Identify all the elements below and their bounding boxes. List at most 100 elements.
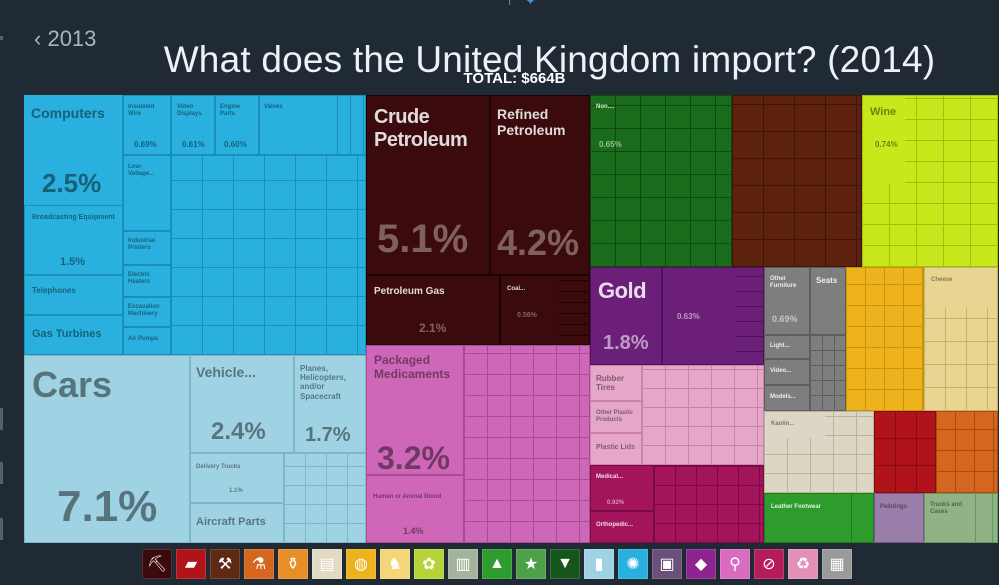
bottle-icon[interactable]: ⚱ [278, 549, 308, 579]
treemap-cell-crude-petroleum[interactable]: Crude Petroleum 5.1% [366, 95, 490, 275]
cell-label: Electric Heaters [128, 272, 151, 285]
treemap-cell-light-fixtures[interactable]: Light... [764, 335, 810, 359]
treemap-cell-models[interactable]: Models... [764, 385, 810, 411]
treemap-cell-leather-footwear[interactable]: Leather Footwear [764, 493, 874, 543]
cell-label: Planes, Helicopters, and/or Spacecraft [300, 364, 346, 401]
mining-icon[interactable]: ⛏ [142, 549, 172, 579]
treemap-cell-plastic-lids[interactable]: Plastic Lids [590, 433, 642, 465]
cell-label: Aircraft Parts [196, 516, 266, 528]
treemap-cell-refined-petroleum[interactable]: Refined Petroleum 4.2% [490, 95, 590, 275]
treemap-cell-petroleum-gas[interactable]: Petroleum Gas 2.1% [366, 275, 500, 345]
treemap-cell-valves[interactable]: Valves [259, 95, 366, 155]
gem-icon[interactable]: ◆ [686, 549, 716, 579]
treemap-cell-rubber-tires[interactable]: Rubber Tires [590, 365, 642, 401]
animal-icon[interactable]: ♞ [380, 549, 410, 579]
treemap-cell-metals[interactable] [874, 411, 936, 493]
treemap[interactable]: Computers 2.5% Insulated Wire 0.69% Vide… [24, 95, 998, 543]
cell-label: Human or Animal Blood [373, 494, 442, 500]
treemap-cell-brown-group[interactable] [732, 95, 862, 267]
treemap-cell-gas-turbines[interactable]: Gas Turbines [24, 315, 123, 355]
chemical-icon[interactable]: ⚗ [244, 549, 274, 579]
cell-value: 0.69% [772, 314, 798, 324]
facebook-icon[interactable]: f [508, 0, 512, 8]
machine-icon[interactable]: ✺ [618, 549, 648, 579]
treemap-cell-metals-orange[interactable] [936, 411, 998, 493]
treemap-cell-seats[interactable]: Seats [810, 267, 846, 335]
treemap-cell-broadcasting-equipment[interactable]: Broadcasting Equipment 1.5% [24, 205, 123, 275]
treemap-cell-kaolin[interactable]: Kaolin... [764, 411, 874, 493]
chart-total: TOTAL: $664B [463, 70, 566, 87]
subcells [559, 276, 589, 344]
treemap-cell-air-pumps[interactable]: Air Pumps [123, 327, 171, 355]
shoe-icon[interactable]: ▲ [482, 549, 512, 579]
footwear-label-bg [765, 494, 833, 542]
art-icon[interactable]: ▣ [652, 549, 682, 579]
treemap-cell-vehicle-parts[interactable]: Vehicle... 2.4% [190, 355, 294, 453]
food-icon[interactable]: ◍ [346, 549, 376, 579]
subcells [735, 268, 763, 364]
cell-label: Crude Petroleum [374, 106, 468, 151]
cell-label: Computers [31, 105, 105, 121]
chemical-flask-icon[interactable]: ⚲ [720, 549, 750, 579]
treemap-cell-medical[interactable]: Medical... 0.92% [590, 465, 654, 511]
treemap-cell-telephones[interactable]: Telephones [24, 275, 123, 315]
paper-icon[interactable]: ▤ [312, 549, 342, 579]
stone-icon[interactable]: ▥ [448, 549, 478, 579]
treemap-cell-low-voltage[interactable]: Low-Voltage... [123, 155, 171, 231]
weapon-icon[interactable]: ⊘ [754, 549, 784, 579]
treemap-cell-trunks-cases[interactable]: Trunks and Cases [924, 493, 998, 543]
treemap-cell-cars[interactable]: Cars 7.1% [24, 355, 190, 543]
textile-icon[interactable]: ▼ [550, 549, 580, 579]
treemap-cell-non-vegetable[interactable]: Non.... 0.65% [590, 95, 732, 267]
cell-label: Medical... [596, 474, 624, 480]
treemap-cell-electric-heaters[interactable]: Electric Heaters [123, 265, 171, 297]
treemap-cell-other-furniture[interactable]: Other Furniture 0.69% [764, 267, 810, 335]
cell-label: Non.... [596, 104, 615, 110]
anvil-icon[interactable]: ⚒ [210, 549, 240, 579]
side-marker [0, 36, 3, 40]
treemap-cell-insulated-wire[interactable]: Insulated Wire 0.69% [123, 95, 171, 155]
cell-value: 5.1% [377, 217, 469, 261]
treemap-cell-delivery-trucks[interactable]: Delivery Trucks 1.1% [190, 453, 284, 503]
treemap-cell-orthopedic[interactable]: Orthopedic... [590, 511, 654, 543]
cell-label: Gold [598, 278, 647, 303]
cell-label: Refined Petroleum [497, 106, 566, 139]
treemap-cell-coal[interactable]: Coal... 0.56% [500, 275, 590, 345]
cell-value: 0.74% [875, 140, 898, 149]
cell-label: Gas Turbines [32, 328, 102, 340]
treemap-cell-video-displays[interactable]: Video Displays 0.61% [171, 95, 215, 155]
treemap-cell-cheese[interactable]: Cheese [924, 267, 998, 411]
treemap-cell-paintings[interactable]: Paintings [874, 493, 924, 543]
cell-label: Broadcasting Equipment [32, 214, 115, 221]
treemap-cell-industrial-printers[interactable]: Industrial Printers [123, 231, 171, 265]
treemap-cell-engine-parts[interactable]: Engine Parts 0.60% [215, 95, 259, 155]
treemap-cell-video[interactable]: Video... [764, 359, 810, 385]
social-links[interactable]: f ✦ [508, 0, 549, 8]
twitter-icon[interactable]: ✦ [525, 0, 536, 8]
recycle-icon[interactable]: ♻ [788, 549, 818, 579]
treemap-subcells-plastics [642, 365, 764, 465]
treemap-cell-excavation-machinery[interactable]: Excavation Machinery [123, 297, 171, 327]
treemap-cell-aircraft-parts[interactable]: Aircraft Parts [190, 503, 284, 543]
cell-value: 4.2% [497, 222, 580, 263]
cell-label: Telephones [32, 286, 76, 295]
treemap-cell-planes[interactable]: Planes, Helicopters, and/or Spacecraft 1… [294, 355, 366, 453]
misc-icon[interactable]: ▦ [822, 549, 852, 579]
treemap-cell-precious-other[interactable]: 0.63% [662, 267, 764, 365]
cell-label: Engine Parts [220, 104, 241, 117]
vegetable-icon[interactable]: ✿ [414, 549, 444, 579]
metals-icon[interactable]: ▰ [176, 549, 206, 579]
treemap-cell-gold[interactable]: Gold 1.8% [590, 267, 662, 365]
treemap-cell-packaged-medicaments[interactable]: Packaged Medicaments 3.2% [366, 345, 464, 475]
transport-icon[interactable]: ▮ [584, 549, 614, 579]
cell-label: Delivery Trucks [196, 464, 241, 470]
previous-year-link[interactable]: ‹ 2013 [34, 26, 97, 51]
cell-value: 2.4% [211, 418, 266, 445]
cell-value: 1.5% [60, 256, 86, 268]
treemap-cell-other-plastic-products[interactable]: Other Plastic Products [590, 401, 642, 433]
treemap-cell-foodstuffs[interactable] [846, 267, 924, 411]
star-icon[interactable]: ★ [516, 549, 546, 579]
treemap-cell-wine[interactable]: Wine 0.74% [862, 95, 998, 267]
treemap-cell-human-animal-blood[interactable]: Human or Animal Blood 1.4% [366, 475, 464, 543]
cell-label: Other Furniture [770, 276, 797, 289]
